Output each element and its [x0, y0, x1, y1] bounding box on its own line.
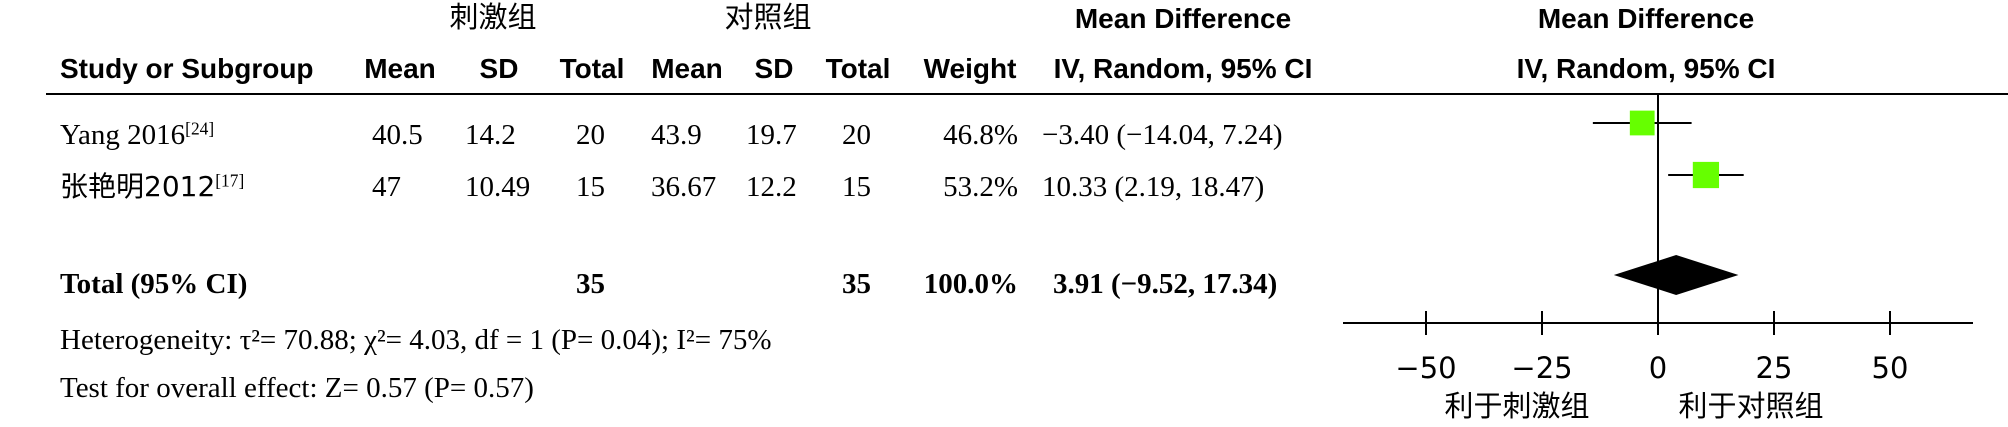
exp-total-value: 15 — [576, 171, 605, 203]
x-tick-label: 0 — [1649, 351, 1667, 385]
ctl-total-sum: 35 — [842, 268, 871, 300]
x-tick-label: −25 — [1511, 351, 1572, 385]
x-tick-label: −50 — [1395, 351, 1456, 385]
exp-mean-value: 47 — [372, 171, 401, 203]
total-label: Total (95% CI) — [60, 268, 248, 300]
exp-mean-value: 40.5 — [372, 119, 423, 151]
overall-effect-stat: Test for overall effect: Z= 0.57 (P= 0.5… — [60, 372, 534, 404]
ctl-sd-value: 12.2 — [746, 171, 797, 203]
favours-control-label: 利于对照组 — [1678, 389, 1824, 423]
ci-value: −3.40 (−14.04, 7.24) — [1042, 119, 1283, 151]
study-name: 张艳明2012[17] — [60, 170, 245, 203]
weight-value: 53.2% — [943, 171, 1018, 203]
exp-total-value: 20 — [576, 119, 605, 151]
ctl-mean-value: 36.67 — [651, 171, 717, 203]
total-ci-value: 3.91 (−9.52, 17.34) — [1053, 268, 1278, 300]
study-or-subgroup-header: Study or Subgroup — [60, 53, 314, 84]
study-name: Yang 2016[24] — [60, 118, 215, 151]
exp-total-sum: 35 — [576, 268, 605, 300]
mean-difference-col-header: Mean Difference — [1074, 3, 1292, 34]
exp-total-header: Total — [559, 53, 625, 84]
ci-value: 10.33 (2.19, 18.47) — [1042, 171, 1265, 203]
total-weight: 100.0% — [923, 268, 1018, 300]
ctl-sd-value: 19.7 — [746, 119, 797, 151]
weight-value: 46.8% — [943, 119, 1018, 151]
exp-sd-header: SD — [479, 53, 519, 84]
favours-experimental-label: 利于刺激组 — [1444, 389, 1590, 423]
weight-header: Weight — [923, 53, 1017, 84]
ctl-mean-value: 43.9 — [651, 119, 702, 151]
group-header-control: 对照组 — [724, 0, 812, 34]
study-marker — [1629, 110, 1655, 136]
exp-mean-header: Mean — [364, 53, 436, 84]
group-header-experimental: 刺激组 — [449, 0, 537, 34]
exp-sd-value: 10.49 — [465, 171, 531, 203]
study-marker — [1692, 161, 1720, 189]
method-plot-header: IV, Random, 95% CI — [1516, 53, 1776, 84]
exp-sd-value: 14.2 — [465, 119, 516, 151]
method-col-header: IV, Random, 95% CI — [1053, 53, 1313, 84]
x-tick-label: 25 — [1756, 351, 1793, 385]
x-tick-label: 50 — [1872, 351, 1909, 385]
heterogeneity-stat: Heterogeneity: τ²= 70.88; χ²= 4.03, df =… — [60, 324, 772, 356]
ctl-sd-header: SD — [754, 53, 794, 84]
summary-diamond — [1613, 255, 1739, 295]
mean-difference-plot-header: Mean Difference — [1537, 3, 1755, 34]
ctl-total-value: 20 — [842, 119, 871, 151]
ctl-mean-header: Mean — [651, 53, 723, 84]
ctl-total-value: 15 — [842, 171, 871, 203]
header-rule — [46, 93, 2008, 95]
ctl-total-header: Total — [825, 53, 891, 84]
